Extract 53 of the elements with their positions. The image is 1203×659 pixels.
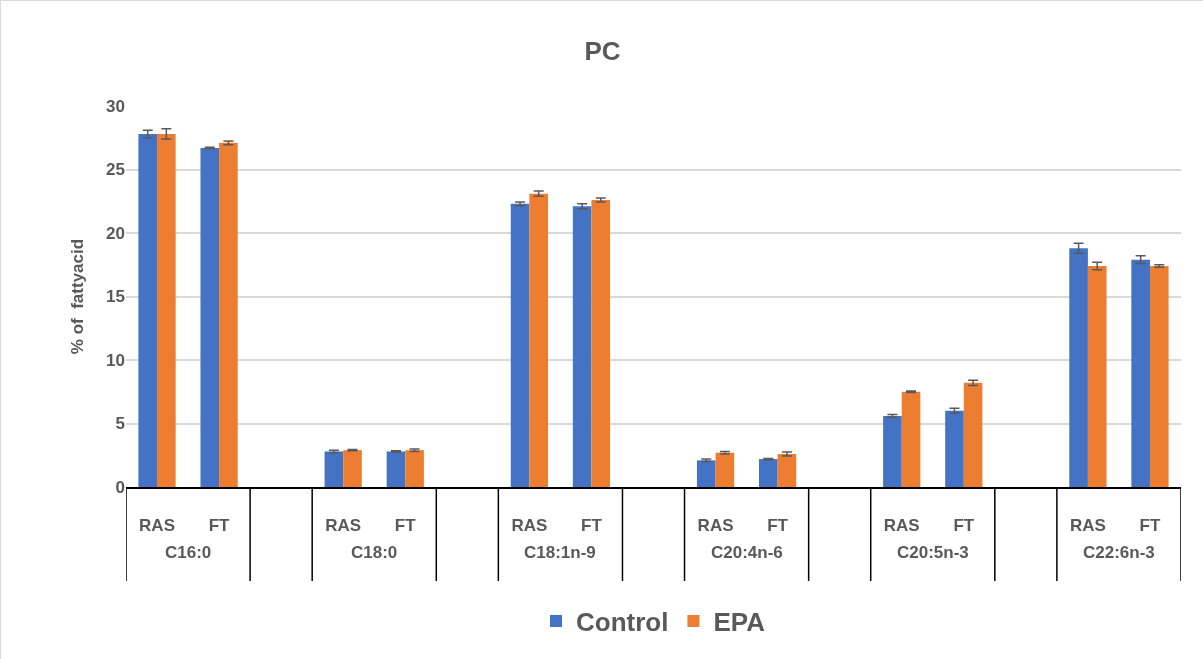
- y-tick-label: 25: [106, 160, 125, 180]
- bar: [901, 391, 921, 487]
- chart-title: PC: [584, 36, 621, 67]
- text: C20:4n-6: [711, 543, 783, 562]
- bar: [963, 382, 983, 487]
- x-tick-label: RAS: [325, 516, 362, 536]
- bar: [883, 415, 902, 487]
- bar: [945, 410, 964, 487]
- bar: [510, 203, 530, 487]
- bar: [777, 453, 797, 487]
- bar: [759, 459, 778, 487]
- bar: [591, 199, 611, 487]
- bar: [1131, 259, 1150, 487]
- x-tick-label: RAS: [139, 516, 175, 536]
- x-tick-label: FT: [767, 516, 789, 536]
- text: C16:0: [165, 543, 212, 562]
- y-tick-label: 5: [115, 414, 125, 434]
- bar: [1087, 266, 1107, 487]
- bar: [200, 147, 220, 487]
- x-tick-label: RAS: [1069, 516, 1106, 536]
- x-tick-label: FT: [953, 516, 975, 536]
- x-tick-label: RAS: [697, 516, 734, 536]
- bar: [138, 133, 158, 487]
- bar: [715, 452, 735, 487]
- bar: [696, 460, 716, 487]
- bar: [343, 450, 362, 487]
- text: C22:6n-3: [1083, 543, 1155, 562]
- bar: [324, 451, 344, 487]
- text: C20:5n-3: [897, 543, 969, 562]
- bar: [572, 206, 592, 487]
- bar: [1069, 248, 1088, 487]
- y-tick-label: 15: [106, 287, 125, 307]
- bar: [386, 451, 406, 487]
- y-tick-label: 20: [106, 223, 125, 243]
- y-tick-label: 0: [115, 477, 125, 497]
- x-tick-label: FT: [208, 516, 231, 536]
- legend-label: Control: [576, 607, 669, 638]
- bar: [157, 133, 176, 487]
- text: C18:1n-9: [524, 543, 596, 562]
- x-tick-label: RAS: [883, 516, 920, 536]
- legend-label: EPA: [713, 607, 766, 638]
- text: C18:0: [351, 543, 398, 562]
- bar: [529, 193, 548, 487]
- bar: [405, 450, 424, 487]
- x-tick-label: FT: [394, 516, 417, 536]
- y-tick-label: 30: [106, 96, 125, 116]
- y-axis-title: % of fattyacid: [67, 238, 87, 355]
- x-tick-label: RAS: [511, 516, 548, 536]
- x-tick-label: FT: [1139, 516, 1161, 536]
- y-tick-label: 10: [106, 350, 125, 370]
- bar: [219, 142, 238, 487]
- bar: [1149, 266, 1169, 487]
- x-tick-label: FT: [581, 516, 603, 536]
